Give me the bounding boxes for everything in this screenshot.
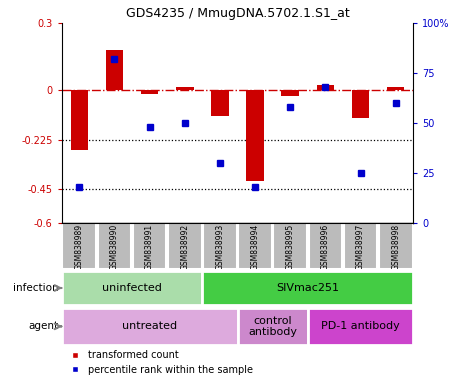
Title: GDS4235 / MmugDNA.5702.1.S1_at: GDS4235 / MmugDNA.5702.1.S1_at [125, 7, 350, 20]
Bar [97, 223, 132, 269]
Text: GSM838996: GSM838996 [321, 224, 330, 270]
Bar [316, 85, 334, 89]
Bar [379, 223, 413, 269]
Text: GSM838990: GSM838990 [110, 224, 119, 270]
Bar [211, 89, 228, 116]
Bar [176, 88, 194, 89]
Text: GSM838998: GSM838998 [391, 224, 400, 270]
Bar [105, 50, 124, 89]
Bar [62, 308, 238, 345]
Bar [71, 89, 88, 149]
Text: GSM838991: GSM838991 [145, 224, 154, 270]
Bar [141, 89, 158, 94]
Bar [238, 223, 272, 269]
Text: control
antibody: control antibody [248, 316, 297, 337]
Text: GSM838997: GSM838997 [356, 224, 365, 270]
Text: GSM838993: GSM838993 [216, 224, 224, 270]
Bar [203, 223, 237, 269]
Bar [352, 89, 369, 118]
Text: untreated: untreated [122, 321, 177, 331]
Bar [343, 223, 378, 269]
Text: GSM838989: GSM838989 [75, 224, 84, 270]
Text: infection: infection [13, 283, 58, 293]
Text: PD-1 antibody: PD-1 antibody [321, 321, 400, 331]
Text: GSM838995: GSM838995 [286, 224, 294, 270]
Text: SIVmac251: SIVmac251 [276, 283, 339, 293]
Bar [202, 271, 413, 305]
Text: GSM838994: GSM838994 [251, 224, 259, 270]
Bar [238, 308, 308, 345]
Bar [387, 88, 404, 89]
Text: agent: agent [28, 321, 58, 331]
Bar [281, 89, 299, 96]
Bar [62, 223, 96, 269]
Text: GSM838992: GSM838992 [180, 224, 189, 270]
Bar [62, 271, 202, 305]
Bar [308, 223, 342, 269]
Bar [133, 223, 167, 269]
Bar [247, 89, 264, 180]
Bar [273, 223, 307, 269]
Text: uninfected: uninfected [102, 283, 162, 293]
Bar [308, 308, 413, 345]
Bar [168, 223, 202, 269]
Legend: transformed count, percentile rank within the sample: transformed count, percentile rank withi… [66, 346, 257, 379]
